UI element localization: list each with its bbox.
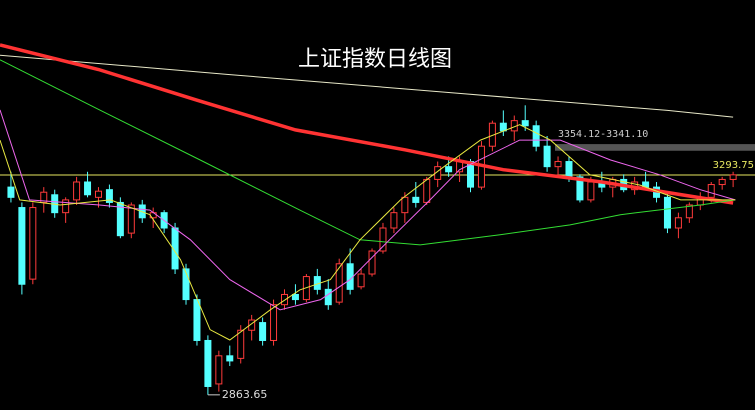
candle-body [335,263,343,303]
ma-line [0,43,734,205]
candle-body [434,166,442,180]
candle-body [445,166,453,173]
candle-body [423,178,431,203]
candle-body [18,207,26,285]
candle-body [532,125,540,147]
candle-body [346,263,354,290]
candle-body [226,355,234,362]
ma-line [0,54,734,118]
candle-body [7,186,15,198]
candle-body [499,122,507,132]
candle-body [193,299,201,341]
candle-body [105,189,113,203]
candle-body [543,145,551,168]
candle-body [73,181,81,201]
candle-body [587,181,595,201]
candle-body [357,273,365,288]
candle-body [576,176,584,201]
candle-body [248,319,256,331]
candle-body [729,174,737,180]
candle-body [116,201,124,237]
price-band [555,144,755,151]
candle-body [204,339,212,387]
candle-body [270,304,278,341]
candle-body [215,355,223,385]
candle-body [237,329,245,359]
candle-body [565,161,573,178]
ma-line [0,59,736,246]
candle-body [379,227,387,252]
candle-body [127,204,135,234]
candle-body [280,293,288,306]
candle-body [62,199,70,214]
candle-body [259,322,267,341]
candle-body [707,184,715,198]
candle-body [182,268,190,301]
price-line-label: 3293.75 [713,160,754,171]
candle-body [368,250,376,275]
candle-body [94,190,102,198]
candle-body [554,161,562,168]
ma-line [0,109,736,311]
candle-body [412,196,420,203]
candle-body [685,204,693,219]
low-label: 2863.65 [222,388,268,401]
candle-body [674,217,682,229]
candle-body [29,207,37,280]
candle-body [521,120,529,127]
candle-body [718,178,726,186]
candle-body [324,288,332,306]
candle-body [84,181,92,196]
band-label: 3354.12-3341.10 [558,129,648,140]
candle-body [390,212,398,229]
candle-body [401,196,409,214]
candle-body [291,293,299,301]
ma-line [0,124,736,341]
candle-body [663,196,671,229]
chart-title: 上证指数日线图 [298,47,452,72]
